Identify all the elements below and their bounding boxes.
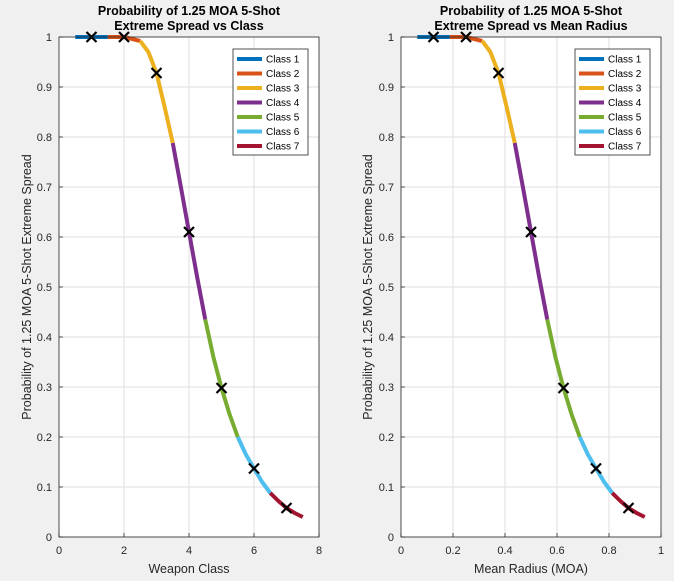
chart-left-title-line-2: Extreme Spread vs Class xyxy=(114,19,263,33)
chart-left-y-tick-label: 1 xyxy=(46,32,52,44)
chart-right-y-tick-label: 0.3 xyxy=(379,382,394,394)
chart-left-y-tick-label: 0.1 xyxy=(37,482,52,494)
chart-left-legend-label-class-6: Class 6 xyxy=(266,127,300,138)
chart-left-marker-stroke xyxy=(280,502,293,514)
chart-right-y-tick-label: 1 xyxy=(388,32,394,44)
chart-left-x-tick-label: 4 xyxy=(186,545,192,557)
chart-right-legend-label-class-5: Class 5 xyxy=(608,113,642,124)
chart-right-y-tick-label: 0.5 xyxy=(379,282,394,294)
chart-right-marker-stroke xyxy=(622,502,635,514)
chart-left-marker-stroke xyxy=(183,226,195,238)
chart-left-data-point-marker xyxy=(215,382,228,394)
chart-right-y-tick-label: 0.9 xyxy=(379,82,394,94)
chart-left-y-tick-label: 0.8 xyxy=(37,132,52,144)
chart-left-y-tick-label: 0.5 xyxy=(37,282,52,294)
chart-right-x-tick-label: 1 xyxy=(658,545,664,557)
chart-left-y-tick-label: 0.9 xyxy=(37,82,52,94)
chart-right-legend-label-class-6: Class 6 xyxy=(608,127,642,138)
chart-right-data-point-marker xyxy=(622,502,635,514)
chart-left-y-tick-label: 0.4 xyxy=(37,332,52,344)
chart-right-y-tick-label: 0.6 xyxy=(379,232,394,244)
chart-right-data-point-marker xyxy=(557,382,570,394)
chart-right-title-line-2: Extreme Spread vs Mean Radius xyxy=(434,19,627,33)
chart-right-legend-label-class-7: Class 7 xyxy=(608,142,642,153)
chart-right-data-point-marker xyxy=(525,226,537,238)
chart-left-ticks: 0 2 4 6 8 0 0.1 0.2 0.3 0.4 0.5 0.6 0.7 0.8 0.9 1 xyxy=(37,32,322,557)
chart-left-legend-label-class-4: Class 4 xyxy=(266,98,300,109)
chart-right-y-tick-label: 0 xyxy=(388,532,394,544)
chart-left-legend-label-class-2: Class 2 xyxy=(266,69,300,80)
chart-right-legend-box xyxy=(574,48,651,156)
chart-right-legend: Class 1 Class 2 Class 3 Class 4 Class 5 Class… xyxy=(574,48,651,156)
chart-left-marker-stroke xyxy=(215,382,228,394)
chart-left-legend-label-class-3: Class 3 xyxy=(266,84,300,95)
chart-right-data-point-marker xyxy=(492,67,505,79)
chart-left-legend-label-class-5: Class 5 xyxy=(266,113,300,124)
chart-right-y-tick-label: 0.7 xyxy=(379,182,394,194)
chart-left-y-tick-label: 0 xyxy=(46,532,52,544)
chart-left-y-tick-label: 0.2 xyxy=(37,432,52,444)
chart-left-y-tick-label: 0.3 xyxy=(37,382,52,394)
chart-left-x-axis-label: Weapon Class xyxy=(148,562,229,576)
chart-right-legend-label-class-4: Class 4 xyxy=(608,98,642,109)
chart-left-x-tick-label: 6 xyxy=(251,545,257,557)
chart-right-x-tick-label: 0.6 xyxy=(549,545,564,557)
chart-left-y-axis-label: Probability of 1.25 MOA 5-Shot Extreme S… xyxy=(20,154,34,419)
chart-right-x-axis-label: Mean Radius (MOA) xyxy=(474,562,588,576)
chart-left-data-point-marker xyxy=(248,462,260,475)
chart-right-y-tick-label: 0.1 xyxy=(379,482,394,494)
chart-left-y-tick-label: 0.6 xyxy=(37,232,52,244)
chart-left-legend-label-class-1: Class 1 xyxy=(266,55,300,66)
chart-right-data-point-marker xyxy=(590,462,602,475)
chart-left-data-point-marker xyxy=(280,502,293,514)
chart-right-marker-stroke xyxy=(525,226,537,238)
chart-left-marker-stroke xyxy=(150,67,163,79)
chart-right-legend-label-class-2: Class 2 xyxy=(608,69,642,80)
chart-right-ticks: 0 0.2 0.4 0.6 0.8 1 0 0.1 0.2 0.3 0.4 0.5 0.6 0.7 0.8 0… xyxy=(379,32,664,557)
chart-left-x-tick-label: 2 xyxy=(121,545,127,557)
chart-right-x-tick-label: 0.2 xyxy=(445,545,460,557)
chart-right-legend-label-class-3: Class 3 xyxy=(608,84,642,95)
chart-left-data-point-marker xyxy=(183,226,195,238)
chart-right-marker-stroke xyxy=(590,462,602,475)
chart-left-x-tick-label: 0 xyxy=(56,545,62,557)
chart-right: Probability of 1.25 MOA 5-Shot Extreme S… xyxy=(361,4,664,576)
chart-right-y-tick-label: 0.4 xyxy=(379,332,394,344)
chart-right-x-tick-label: 0 xyxy=(398,545,404,557)
chart-right-y-tick-label: 0.2 xyxy=(379,432,394,444)
chart-left-data-point-marker xyxy=(150,67,163,79)
chart-right-x-tick-label: 0.4 xyxy=(497,545,512,557)
chart-right-y-axis-label: Probability of 1.25 MOA 5-Shot Extreme S… xyxy=(361,154,375,419)
chart-right-marker-stroke xyxy=(492,67,505,79)
chart-left-y-tick-label: 0.7 xyxy=(37,182,52,194)
chart-left-title-line-1: Probability of 1.25 MOA 5-Shot xyxy=(98,4,281,18)
chart-right-y-tick-label: 0.8 xyxy=(379,132,394,144)
chart-left-legend-label-class-7: Class 7 xyxy=(266,142,300,153)
chart-left-marker-stroke xyxy=(248,462,260,475)
chart-right-marker-stroke xyxy=(557,382,570,394)
chart-left-legend: Class 1 Class 2 Class 3 Class 4 Class 5 Class… xyxy=(232,48,309,156)
chart-left-x-tick-label: 8 xyxy=(316,545,322,557)
chart-right-x-tick-label: 0.8 xyxy=(601,545,616,557)
chart-left: Probability of 1.25 MOA 5-Shot Extreme S… xyxy=(20,4,322,576)
chart-right-title-line-1: Probability of 1.25 MOA 5-Shot xyxy=(440,4,623,18)
chart-right-legend-label-class-1: Class 1 xyxy=(608,55,642,66)
